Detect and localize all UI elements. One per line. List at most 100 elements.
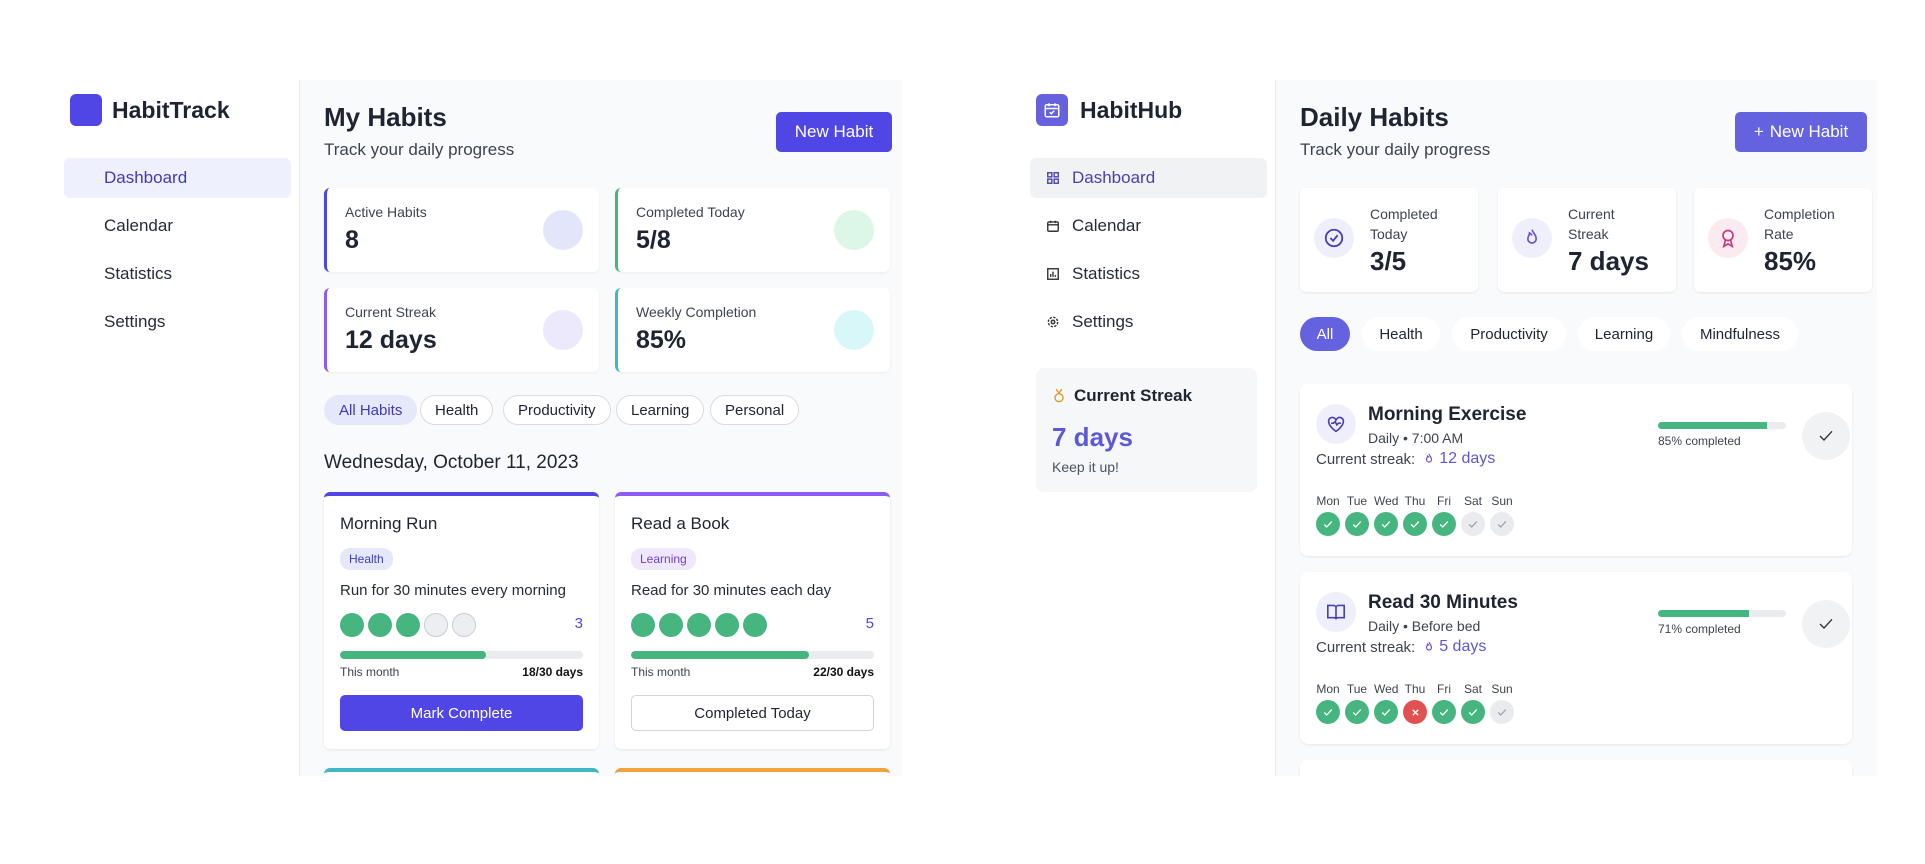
day-check-icon[interactable] (1374, 700, 1398, 724)
sidebar-item-label: Calendar (1072, 216, 1141, 235)
stat-label: Current (1568, 206, 1615, 222)
streak-box-note: Keep it up! (1052, 459, 1119, 475)
sidebar-nav: Dashboard Calendar Statistics Settings (56, 158, 299, 342)
month-progress-bar (631, 651, 874, 659)
habit-frequency: Daily • 7:00 AM (1368, 430, 1464, 446)
day-column: Wed (1374, 682, 1398, 724)
stat-value: 7 days (1568, 246, 1649, 276)
day-column: Mon (1316, 494, 1340, 536)
filter-learning[interactable]: Learning (616, 395, 705, 425)
day-label: Thu (1404, 494, 1426, 508)
stat-icon (834, 210, 874, 250)
sidebar-item-label: Dashboard (104, 168, 188, 187)
day-label: Fri (1437, 682, 1451, 696)
filter-all[interactable]: All (1300, 317, 1350, 351)
day-check-icon[interactable] (1316, 700, 1340, 724)
filter-mindfulness[interactable]: Mindfulness (1682, 317, 1798, 351)
stat-card-weekly-completion: Weekly Completion 85% (615, 288, 890, 372)
day-missed-icon[interactable] (1403, 700, 1427, 724)
category-tag: Health (340, 548, 393, 570)
new-habit-button[interactable]: New Habit (776, 112, 892, 152)
day-label: Mon (1316, 682, 1340, 696)
check-circle-icon (1314, 218, 1354, 258)
habit-title: Read a Book (631, 514, 730, 533)
brand-name: HabitTrack (112, 96, 230, 123)
day-label: Sun (1491, 682, 1513, 696)
day-label: Tue (1346, 494, 1368, 508)
streak-value: 12 days (1439, 450, 1496, 467)
sidebar-item-statistics[interactable]: Statistics (64, 254, 291, 294)
month-label: This month (340, 665, 400, 679)
month-progress-bar (340, 651, 583, 659)
filter-productivity[interactable]: Productivity (1452, 317, 1566, 351)
completion-progress-bar (1658, 610, 1786, 617)
streak-value: 5 days (1439, 638, 1487, 655)
new-habit-button[interactable]: + New Habit (1735, 112, 1867, 152)
completion-dots: 5 (631, 613, 874, 637)
stat-label: Completed (1370, 206, 1438, 222)
day-column: Tue (1345, 494, 1369, 536)
main-content: My Habits Track your daily progress New … (300, 80, 902, 776)
sidebar-item-label: Dashboard (1072, 168, 1156, 187)
habit-card-morning-exercise: Morning Exercise Daily • 7:00 AM Current… (1300, 384, 1852, 556)
filter-all-habits[interactable]: All Habits (324, 395, 418, 425)
sidebar-item-settings[interactable]: Settings (64, 302, 291, 342)
sidebar-item-dashboard[interactable]: Dashboard (64, 158, 291, 198)
day-check-icon[interactable] (1374, 512, 1398, 536)
day-column: Mon (1316, 682, 1340, 724)
day-check-icon[interactable] (1316, 512, 1340, 536)
streak-box-value: 7 days (1052, 422, 1133, 452)
chart-icon (1046, 267, 1060, 281)
habit-card-read-30-minutes: Read 30 Minutes Daily • Before bed Curre… (1300, 572, 1852, 744)
day-check-icon[interactable] (1461, 512, 1485, 536)
stat-label: Active Habits (345, 204, 427, 220)
filter-health[interactable]: Health (420, 395, 494, 425)
sidebar-item-calendar[interactable]: Calendar (1030, 206, 1267, 246)
sidebar-item-dashboard[interactable]: Dashboard (1030, 158, 1267, 198)
day-check-icon[interactable] (1461, 700, 1485, 724)
day-check-icon[interactable] (1432, 512, 1456, 536)
day-check-icon[interactable] (1345, 700, 1369, 724)
habittrack-app: HabitTrack Dashboard Calendar Statistics… (56, 80, 902, 776)
stat-card-completed-today: Completed Today 3/5 (1300, 188, 1478, 292)
habit-card-read-a-book: Read a Book Learning Read for 30 minutes… (615, 492, 890, 749)
habit-frequency: Daily • Before bed (1368, 618, 1481, 634)
sidebar-item-settings[interactable]: Settings (1030, 302, 1267, 342)
sidebar-item-statistics[interactable]: Statistics (1030, 254, 1267, 294)
day-check-icon[interactable] (1403, 512, 1427, 536)
filter-productivity[interactable]: Productivity (503, 395, 611, 425)
logo-icon (70, 94, 102, 126)
completion-dot (424, 613, 448, 637)
sidebar-item-label: Settings (104, 312, 166, 331)
completed-today-button[interactable]: Completed Today (631, 695, 874, 731)
page-subtitle: Track your daily progress (1300, 140, 1491, 159)
day-check-icon[interactable] (1345, 512, 1369, 536)
day-label: Fri (1437, 494, 1451, 508)
day-check-icon[interactable] (1490, 700, 1514, 724)
day-column: Thu (1403, 494, 1427, 536)
completion-count: 3 (574, 615, 583, 632)
gear-icon (1046, 315, 1060, 329)
sidebar-item-label: Statistics (104, 264, 173, 283)
mark-complete-button[interactable]: Mark Complete (340, 695, 583, 731)
complete-habit-button[interactable] (1802, 412, 1850, 460)
filter-health[interactable]: Health (1362, 317, 1440, 351)
day-label: Tue (1346, 682, 1368, 696)
page-subtitle: Track your daily progress (324, 140, 515, 159)
day-check-icon[interactable] (1432, 700, 1456, 724)
filter-personal[interactable]: Personal (710, 395, 800, 425)
completion-dot (396, 613, 420, 637)
day-label: Wed (1374, 682, 1399, 696)
stat-value: 5/8 (636, 226, 671, 254)
filter-learning[interactable]: Learning (1578, 317, 1670, 351)
sidebar-item-calendar[interactable]: Calendar (64, 206, 291, 246)
day-column: Sat (1461, 494, 1485, 536)
day-check-icon[interactable] (1490, 512, 1514, 536)
current-date: Wednesday, October 11, 2023 (324, 452, 579, 473)
complete-habit-button[interactable] (1802, 600, 1850, 648)
sidebar-nav: Dashboard Calendar Statistics Settings (1022, 158, 1275, 342)
stat-icon (543, 210, 583, 250)
habit-card-partial (1300, 760, 1852, 776)
brand-name: HabitHub (1080, 96, 1183, 123)
book-icon (1316, 592, 1356, 632)
